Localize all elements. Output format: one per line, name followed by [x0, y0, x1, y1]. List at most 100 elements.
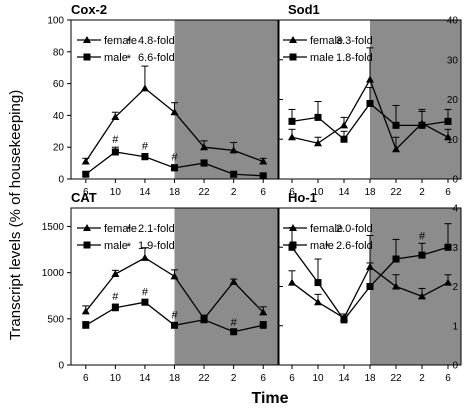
x-tick-label: 2	[231, 187, 237, 198]
legend-male: male 1.8-fold	[283, 52, 373, 64]
legend-label: female	[104, 223, 137, 235]
y-tick-label: 40	[447, 16, 459, 27]
male-point	[171, 321, 178, 329]
female-point	[111, 112, 120, 120]
legend-male: male* 1.9-fold	[77, 240, 175, 253]
x-tick-label: 10	[312, 187, 324, 198]
female-point	[140, 253, 149, 261]
male-point	[288, 117, 296, 125]
x-tick-label: 2	[419, 373, 425, 384]
x-tick-label: 6	[260, 187, 266, 198]
male-point	[418, 121, 426, 129]
x-tick-label: 10	[110, 373, 122, 384]
significance-star: *	[325, 241, 330, 253]
significance-hash: #	[112, 291, 119, 303]
male-point	[200, 159, 208, 167]
y-tick-label: 500	[47, 314, 64, 325]
male-point	[259, 321, 267, 329]
y-tick-label: 20	[53, 143, 65, 154]
legend-female-marker	[289, 224, 297, 231]
female-point	[392, 145, 400, 153]
male-point	[171, 164, 178, 172]
y-tick-label: 10	[447, 135, 459, 146]
x-tick-label: 22	[390, 373, 402, 384]
male-point	[141, 153, 149, 161]
y-tick-label: 3	[452, 243, 458, 254]
fold-change-annotation: 2.6-fold	[336, 240, 373, 252]
x-tick-label: 18	[169, 373, 181, 384]
y-tick-label: 1500	[42, 222, 65, 233]
legend-label: male	[310, 240, 334, 252]
male-point	[82, 170, 90, 178]
x-tick-label: 22	[199, 373, 211, 384]
significance-hash: #	[419, 230, 426, 242]
female-point	[392, 282, 400, 290]
y-tick-label: 1	[452, 321, 458, 332]
x-tick-label: 14	[139, 187, 151, 198]
y-tick-label: 0	[58, 175, 64, 186]
male-point	[314, 279, 322, 287]
x-tick-label: 6	[83, 373, 89, 384]
series-female	[81, 247, 268, 322]
female-point	[170, 272, 179, 280]
female-point	[140, 84, 149, 92]
fold-change-annotation: 1.9-fold	[138, 240, 175, 252]
female-point	[314, 298, 322, 306]
female-point	[288, 133, 296, 141]
y-tick-label: 100	[47, 16, 64, 27]
female-point	[81, 307, 90, 315]
female-point	[418, 292, 426, 300]
x-tick-label: 6	[445, 187, 451, 198]
male-point	[340, 135, 348, 143]
male-point	[444, 117, 452, 125]
y-tick-label: 40	[53, 111, 65, 122]
fold-change-annotation: 2.0-fold	[336, 223, 373, 235]
female-point	[259, 308, 268, 316]
male-point	[111, 148, 119, 156]
x-tick-label: 18	[364, 373, 376, 384]
female-point	[229, 146, 238, 154]
panel-title: CAT	[71, 190, 97, 205]
x-tick-label: 6	[289, 187, 295, 198]
significance-hash: #	[142, 141, 149, 153]
x-tick-label: 22	[199, 187, 211, 198]
significance-star: *	[127, 36, 132, 48]
significance-star: *	[127, 53, 132, 65]
y-tick-label: 30	[447, 55, 459, 66]
shaded-region	[370, 208, 461, 365]
female-point	[314, 139, 322, 147]
male-point	[230, 328, 238, 336]
legend-label: female	[310, 223, 343, 235]
legend-male: male* 6.6-fold	[77, 52, 175, 65]
male-point	[141, 298, 149, 306]
y-axis-label: Transcript levels (% of housekeeping)	[7, 90, 24, 340]
x-tick-label: 6	[289, 373, 295, 384]
x-tick-label: 14	[338, 187, 350, 198]
legend-male-marker	[83, 241, 91, 249]
female-point	[229, 277, 238, 285]
fold-change-annotation: 2.1-fold	[138, 223, 175, 235]
legend-label: male	[104, 52, 128, 64]
x-tick-label: 10	[312, 373, 324, 384]
female-point	[444, 133, 452, 141]
female-point	[170, 108, 179, 116]
male-point	[392, 255, 400, 263]
legend-label: male	[104, 240, 128, 252]
male-point	[259, 172, 267, 180]
legend-female-marker	[83, 224, 91, 231]
y-tick-label: 1000	[42, 268, 65, 279]
y-tick-label: 0	[452, 175, 458, 186]
series-male	[288, 223, 452, 324]
significance-hash: #	[171, 310, 178, 322]
x-tick-label: 6	[260, 373, 266, 384]
male-point	[340, 316, 348, 324]
y-tick-label: 0	[58, 361, 64, 372]
panel-title: Cox-2	[71, 2, 107, 17]
fold-change-annotation: 6.6-fold	[138, 52, 175, 64]
legend-female: female* 2.1-fold	[77, 223, 175, 236]
